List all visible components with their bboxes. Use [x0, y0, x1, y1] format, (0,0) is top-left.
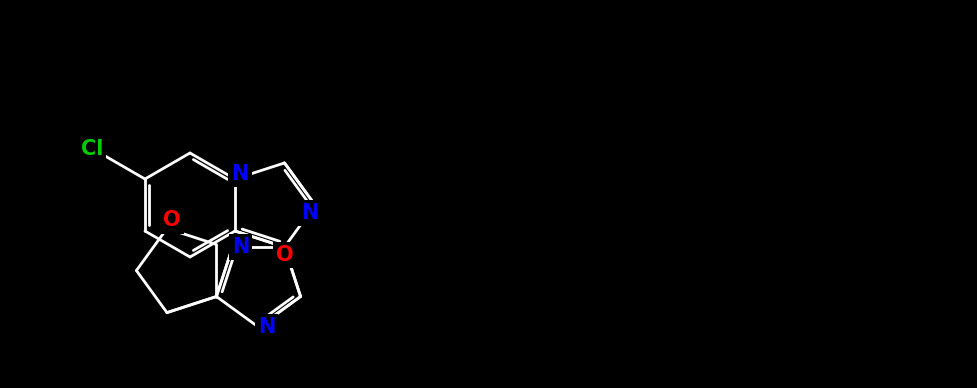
Text: O: O [276, 245, 293, 265]
Text: N: N [258, 317, 276, 337]
Text: N: N [301, 203, 319, 223]
Text: Cl: Cl [81, 139, 104, 159]
Text: N: N [232, 164, 249, 184]
Text: N: N [232, 237, 249, 257]
Text: O: O [163, 210, 181, 230]
